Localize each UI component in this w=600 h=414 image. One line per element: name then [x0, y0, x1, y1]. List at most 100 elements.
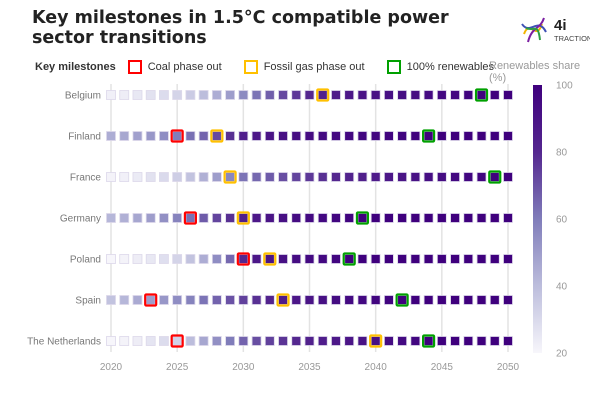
cell: [211, 131, 222, 141]
cell: [397, 295, 408, 305]
cell: [278, 172, 288, 182]
cell: [423, 336, 434, 346]
cell: [211, 172, 222, 182]
cell: [225, 336, 236, 346]
cell: [185, 172, 196, 182]
renewables-marker-swatch: [386, 60, 401, 74]
cell: [383, 295, 394, 305]
gas-milestone-marker: [316, 88, 330, 102]
cell: [119, 172, 130, 182]
cell: [198, 131, 209, 141]
cell: [436, 254, 447, 264]
cell: [172, 213, 183, 223]
cell: [159, 172, 169, 182]
cell: [106, 336, 116, 346]
cell: [463, 336, 474, 346]
cell: [159, 90, 169, 100]
legend-item-coal: Coal phase out: [127, 60, 222, 74]
cell: [357, 213, 368, 223]
cell: [119, 213, 130, 223]
cell: [251, 131, 262, 141]
cell: [291, 90, 302, 100]
cell: [476, 213, 487, 223]
cell: [331, 172, 341, 182]
cell: [185, 213, 196, 223]
cell: [119, 295, 130, 305]
cell: [119, 254, 130, 264]
legend-label: Coal phase out: [147, 61, 222, 73]
cell: [357, 295, 368, 305]
cell: [450, 172, 460, 182]
cell: [410, 172, 421, 182]
gas-marker-swatch: [243, 60, 258, 74]
cell: [304, 90, 315, 100]
cell: [304, 172, 315, 182]
cell: [331, 254, 341, 264]
cell: [291, 295, 302, 305]
cell: [436, 213, 447, 223]
cell: [185, 336, 196, 346]
cell: [291, 172, 302, 182]
cell: [397, 90, 408, 100]
cell: [132, 172, 143, 182]
row-label: Belgium: [65, 91, 101, 102]
cell: [159, 213, 169, 223]
cell: [304, 254, 315, 264]
x-tick-label: 2025: [166, 362, 189, 373]
row-label: France: [70, 173, 102, 184]
cell: [198, 172, 209, 182]
cell: [370, 336, 381, 346]
cell: [106, 172, 116, 182]
cell: [410, 90, 421, 100]
cell: [251, 213, 262, 223]
logo-text: 4i: [554, 17, 567, 34]
coal-milestone-marker: [236, 252, 250, 266]
cell: [211, 254, 222, 264]
cell: [132, 254, 143, 264]
cell: [463, 295, 474, 305]
cell: [357, 172, 368, 182]
cell: [251, 172, 262, 182]
cell: [185, 131, 196, 141]
cell: [489, 131, 500, 141]
cell: [450, 90, 460, 100]
cell: [503, 254, 513, 264]
cell: [463, 213, 474, 223]
cell: [331, 213, 341, 223]
cell: [198, 295, 209, 305]
cell: [106, 213, 116, 223]
cell: [132, 213, 143, 223]
cell: [172, 336, 183, 346]
cell: [410, 254, 421, 264]
cell: [410, 295, 421, 305]
coal-milestone-marker: [170, 334, 184, 348]
cell: [278, 213, 288, 223]
cell: [251, 295, 262, 305]
cell: [278, 90, 288, 100]
row-label: Poland: [70, 255, 101, 266]
cell: [476, 90, 487, 100]
cell: [476, 254, 487, 264]
cell: [503, 131, 513, 141]
cell: [317, 336, 328, 346]
cell: [132, 295, 143, 305]
legend-label: Fossil gas phase out: [263, 61, 365, 73]
gas-milestone-marker: [369, 334, 383, 348]
cell: [132, 131, 143, 141]
cell: [145, 90, 156, 100]
cell: [423, 295, 434, 305]
x-tick-label: 2035: [298, 362, 321, 373]
cell: [344, 213, 355, 223]
x-tick-label: 2020: [100, 362, 123, 373]
cell: [489, 172, 500, 182]
cell: [450, 254, 460, 264]
cell: [225, 254, 236, 264]
cell: [423, 213, 434, 223]
x-tick-label: 2030: [232, 362, 255, 373]
cell: [370, 254, 381, 264]
coal-milestone-marker: [183, 211, 197, 225]
cell: [397, 254, 408, 264]
cell: [291, 213, 302, 223]
cell: [423, 131, 434, 141]
